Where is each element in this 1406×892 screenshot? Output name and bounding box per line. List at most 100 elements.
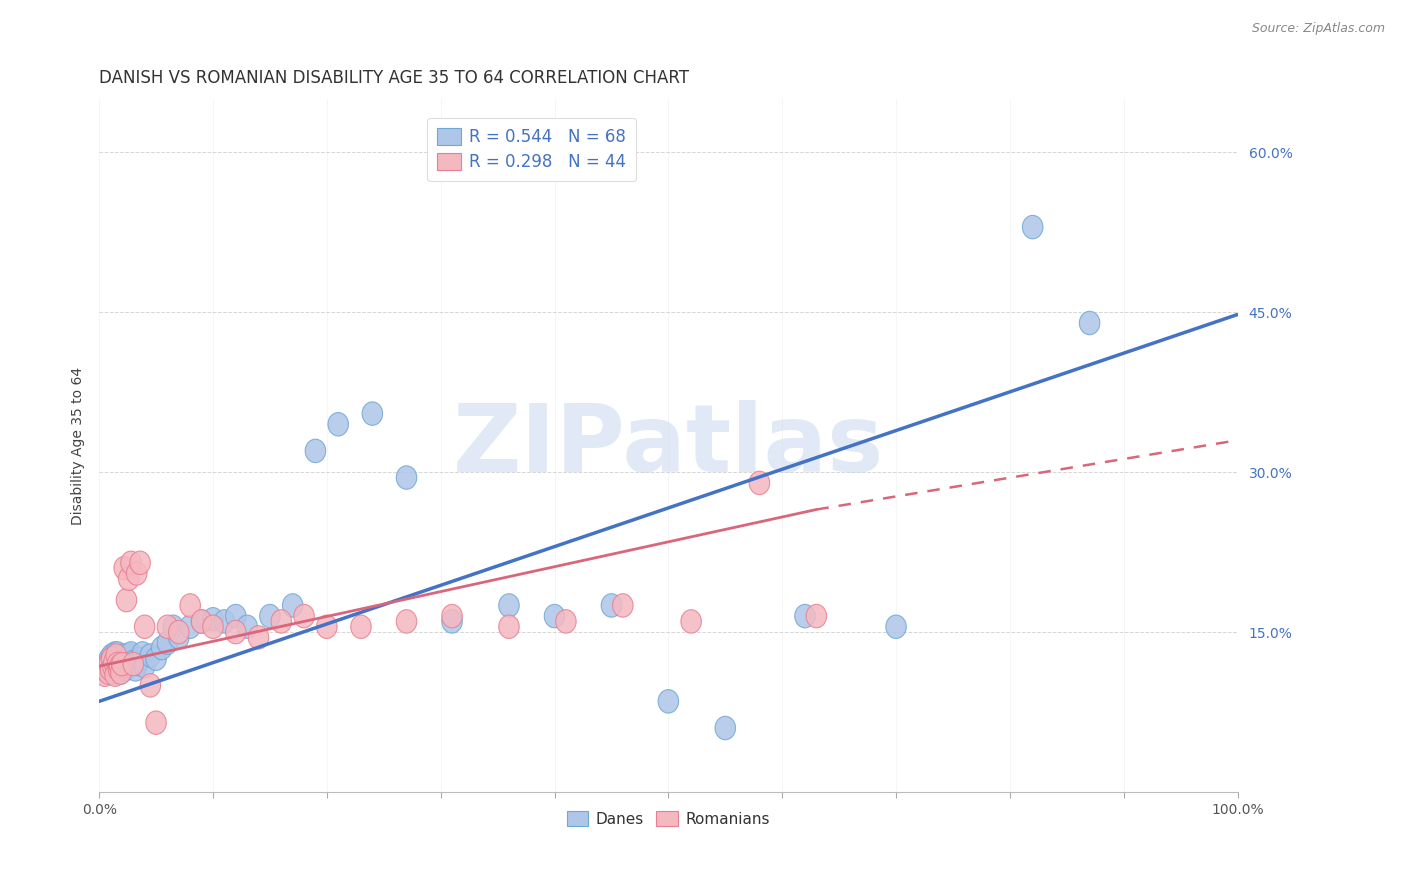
Ellipse shape <box>141 644 160 667</box>
Ellipse shape <box>111 661 131 684</box>
Ellipse shape <box>806 605 827 628</box>
Ellipse shape <box>101 650 122 673</box>
Ellipse shape <box>117 655 138 678</box>
Ellipse shape <box>886 615 907 639</box>
Ellipse shape <box>107 652 128 676</box>
Ellipse shape <box>191 610 212 633</box>
Ellipse shape <box>115 657 135 681</box>
Ellipse shape <box>105 657 127 681</box>
Ellipse shape <box>129 647 150 671</box>
Ellipse shape <box>98 655 118 678</box>
Ellipse shape <box>132 641 153 665</box>
Ellipse shape <box>108 657 129 681</box>
Ellipse shape <box>316 615 337 639</box>
Text: DANISH VS ROMANIAN DISABILITY AGE 35 TO 64 CORRELATION CHART: DANISH VS ROMANIAN DISABILITY AGE 35 TO … <box>100 69 689 87</box>
Ellipse shape <box>249 625 269 649</box>
Ellipse shape <box>101 647 122 671</box>
Text: ZIPatlas: ZIPatlas <box>453 400 884 491</box>
Ellipse shape <box>105 641 125 665</box>
Ellipse shape <box>111 661 131 684</box>
Ellipse shape <box>118 647 139 671</box>
Ellipse shape <box>117 652 136 676</box>
Ellipse shape <box>146 711 166 734</box>
Ellipse shape <box>613 594 633 617</box>
Ellipse shape <box>107 641 128 665</box>
Ellipse shape <box>1022 215 1043 239</box>
Y-axis label: Disability Age 35 to 64: Disability Age 35 to 64 <box>72 367 86 524</box>
Ellipse shape <box>98 661 118 684</box>
Ellipse shape <box>100 647 120 671</box>
Ellipse shape <box>108 652 129 676</box>
Ellipse shape <box>202 615 224 639</box>
Ellipse shape <box>749 471 769 494</box>
Text: Source: ZipAtlas.com: Source: ZipAtlas.com <box>1251 22 1385 36</box>
Ellipse shape <box>97 652 117 676</box>
Ellipse shape <box>681 610 702 633</box>
Ellipse shape <box>105 652 127 676</box>
Ellipse shape <box>103 652 124 676</box>
Ellipse shape <box>225 620 246 644</box>
Ellipse shape <box>128 652 148 676</box>
Ellipse shape <box>125 657 146 681</box>
Ellipse shape <box>105 647 127 671</box>
Ellipse shape <box>294 605 315 628</box>
Ellipse shape <box>305 439 326 463</box>
Ellipse shape <box>225 605 246 628</box>
Ellipse shape <box>794 605 815 628</box>
Ellipse shape <box>236 615 257 639</box>
Ellipse shape <box>271 610 291 633</box>
Ellipse shape <box>110 655 129 678</box>
Ellipse shape <box>100 655 121 678</box>
Ellipse shape <box>114 655 135 678</box>
Ellipse shape <box>191 610 212 633</box>
Ellipse shape <box>110 647 129 671</box>
Ellipse shape <box>499 594 519 617</box>
Ellipse shape <box>124 650 143 673</box>
Ellipse shape <box>363 402 382 425</box>
Ellipse shape <box>103 657 124 681</box>
Ellipse shape <box>108 657 129 681</box>
Ellipse shape <box>94 663 115 687</box>
Ellipse shape <box>602 594 621 617</box>
Ellipse shape <box>104 650 124 673</box>
Ellipse shape <box>120 644 141 667</box>
Ellipse shape <box>396 466 416 490</box>
Ellipse shape <box>396 610 416 633</box>
Ellipse shape <box>214 610 235 633</box>
Ellipse shape <box>146 647 166 671</box>
Ellipse shape <box>260 605 280 628</box>
Ellipse shape <box>169 620 188 644</box>
Ellipse shape <box>1080 311 1099 334</box>
Ellipse shape <box>121 551 141 574</box>
Ellipse shape <box>107 655 128 678</box>
Ellipse shape <box>555 610 576 633</box>
Ellipse shape <box>104 647 124 671</box>
Ellipse shape <box>112 657 134 681</box>
Ellipse shape <box>283 594 302 617</box>
Ellipse shape <box>202 607 224 631</box>
Ellipse shape <box>141 673 160 698</box>
Ellipse shape <box>111 652 132 676</box>
Ellipse shape <box>121 641 141 665</box>
Ellipse shape <box>100 657 121 681</box>
Ellipse shape <box>658 690 679 713</box>
Ellipse shape <box>104 655 124 678</box>
Ellipse shape <box>135 655 155 678</box>
Ellipse shape <box>180 615 201 639</box>
Ellipse shape <box>163 615 183 639</box>
Ellipse shape <box>135 615 155 639</box>
Ellipse shape <box>350 615 371 639</box>
Ellipse shape <box>499 615 519 639</box>
Ellipse shape <box>180 594 201 617</box>
Ellipse shape <box>118 567 139 591</box>
Ellipse shape <box>129 551 150 574</box>
Ellipse shape <box>441 610 463 633</box>
Ellipse shape <box>114 644 135 667</box>
Ellipse shape <box>94 657 115 681</box>
Ellipse shape <box>117 589 136 612</box>
Ellipse shape <box>100 652 120 676</box>
Ellipse shape <box>152 636 172 660</box>
Ellipse shape <box>103 655 124 678</box>
Ellipse shape <box>111 652 132 676</box>
Ellipse shape <box>101 644 122 667</box>
